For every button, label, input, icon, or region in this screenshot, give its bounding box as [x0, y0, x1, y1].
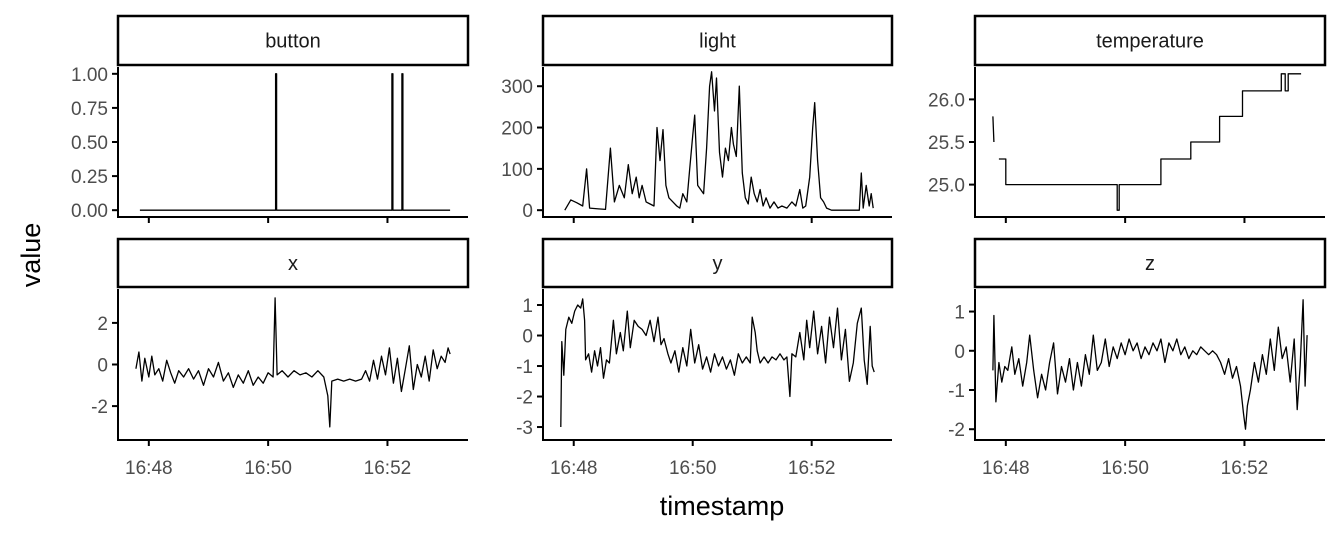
x-tick-label: 16:52 — [364, 458, 412, 479]
y-tick-label-z: 1 — [954, 303, 965, 324]
x-tick-label: 16:48 — [125, 458, 173, 479]
x-tick-label: 16:52 — [788, 458, 836, 479]
y-tick-label-y: 1 — [522, 296, 533, 317]
strip-y — [541, 237, 894, 289]
y-tick-label-y: -2 — [516, 388, 533, 409]
y-tick-label-x: 0 — [97, 356, 108, 377]
y-tick-label-light: 0 — [522, 201, 533, 222]
x-tick-label: 16:52 — [1221, 458, 1269, 479]
panel-light: light 0 100 200 300 — [501, 14, 894, 223]
y-tick-label-light: 200 — [501, 119, 533, 140]
panel-temperature: temperature 25.0 25.5 26.0 — [928, 14, 1327, 223]
y-tick-label-button: 1.00 — [71, 65, 108, 86]
strip-x — [116, 237, 470, 289]
strip-temperature — [973, 14, 1327, 67]
strip-button — [116, 14, 470, 67]
strip-label-x: x — [288, 253, 298, 275]
y-tick-label-light: 100 — [501, 160, 533, 181]
y-tick-label-button: 0.25 — [71, 167, 108, 188]
x-axis-title: timestamp — [660, 491, 785, 521]
y-tick-label-temperature: 26.0 — [928, 90, 965, 111]
y-tick-label-z: -1 — [948, 381, 965, 402]
series-line-z — [992, 299, 1308, 430]
y-tick-label-z: 0 — [954, 342, 965, 363]
series-line-temperature — [992, 73, 1302, 211]
strip-label-button: button — [265, 31, 321, 53]
y-axis-title: value — [16, 223, 46, 288]
y-tick-label-y: 0 — [522, 327, 533, 348]
panel-y: y -3 -2 -1 0 1 16:48 16:50 16:52 — [516, 237, 894, 479]
x-tick-label: 16:50 — [244, 458, 292, 479]
strip-label-light: light — [699, 31, 736, 53]
panel-z: z -2 -1 0 1 16:48 16:50 16:52 — [948, 237, 1327, 479]
y-tick-label-y: -1 — [516, 357, 533, 378]
x-tick-label: 16:50 — [1101, 458, 1149, 479]
y-tick-label-z: -2 — [948, 420, 965, 441]
x-tick-label: 16:48 — [982, 458, 1030, 479]
strip-light — [541, 14, 894, 67]
strip-label-z: z — [1145, 253, 1155, 275]
y-tick-label-temperature: 25.0 — [928, 176, 965, 197]
series-line-button — [139, 73, 451, 211]
series-line-y — [560, 298, 875, 428]
y-tick-label-x: -2 — [91, 397, 108, 418]
series-line-light — [564, 71, 874, 211]
strip-label-y: y — [713, 253, 723, 275]
y-tick-label-light: 300 — [501, 77, 533, 98]
y-tick-label-button: 0.00 — [71, 201, 108, 222]
y-tick-label-button: 0.75 — [71, 99, 108, 120]
panels-layer: button0.000.250.500.751.00light010020030… — [71, 14, 1327, 479]
y-tick-label-button: 0.50 — [71, 133, 108, 154]
strip-z — [973, 237, 1327, 289]
y-tick-label-y: -3 — [516, 418, 533, 439]
y-tick-label-x: 2 — [97, 314, 108, 335]
x-tick-label: 16:48 — [550, 458, 598, 479]
x-tick-label: 16:50 — [669, 458, 717, 479]
strip-label-temperature: temperature — [1096, 31, 1204, 53]
y-tick-label-temperature: 25.5 — [928, 133, 965, 154]
panel-button: button 0.00 0.25 0.50 0.75 1.00 — [71, 14, 470, 223]
panel-x: x -2 0 2 16:48 16:50 16:52 — [91, 237, 470, 479]
series-line-x — [135, 297, 451, 428]
